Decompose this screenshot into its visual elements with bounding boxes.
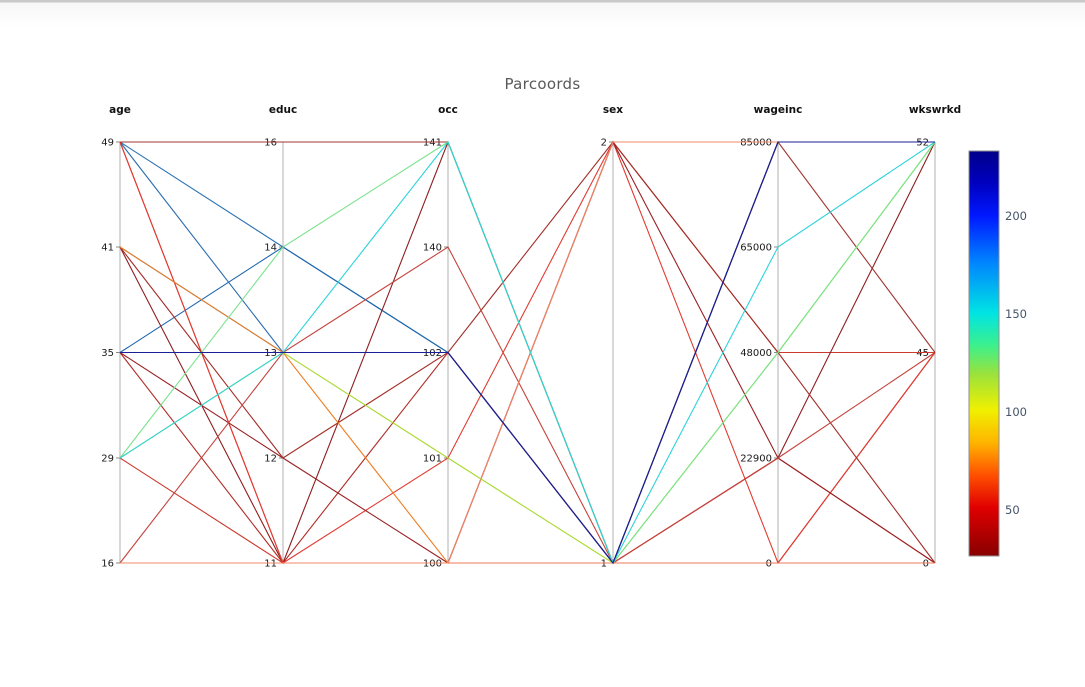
tick-label-educ-14: 14	[264, 243, 277, 254]
tick-label-sex-2: 2	[601, 138, 607, 149]
data-line-11	[119, 246, 936, 564]
axis-label-educ[interactable]: educ	[269, 104, 297, 116]
tick-label-sex-1: 1	[601, 559, 607, 570]
tick-label-occ-140: 140	[423, 243, 442, 254]
tick-label-educ-11: 11	[264, 559, 277, 570]
tick-label-wageinc-48000: 48000	[740, 348, 772, 359]
colorbar-tick-100: 100	[1005, 405, 1027, 419]
tick-label-wageinc-65000: 65000	[740, 243, 772, 254]
axis-label-occ[interactable]: occ	[438, 104, 458, 116]
tick-label-educ-12: 12	[264, 454, 277, 465]
axis-label-sex[interactable]: sex	[603, 104, 623, 116]
tick-label-occ-101: 101	[423, 454, 442, 465]
tick-label-age-49: 49	[101, 138, 114, 149]
tick-label-age-41: 41	[101, 243, 114, 254]
tick-label-educ-16: 16	[264, 138, 277, 149]
tick-label-wkswrkd-45: 45	[916, 348, 929, 359]
chart-title: Parcoords	[504, 75, 581, 93]
tick-label-wageinc-0: 0	[766, 559, 772, 570]
tick-label-age-35: 35	[101, 348, 114, 359]
colorbar-tick-200: 200	[1005, 209, 1027, 223]
colorbar-tick-50: 50	[1005, 503, 1020, 517]
tick-label-age-29: 29	[101, 454, 114, 465]
data-line-18	[119, 140, 936, 565]
colorbar-tick-150: 150	[1005, 307, 1027, 321]
colorbar	[968, 150, 1000, 557]
tick-label-occ-100: 100	[423, 559, 442, 570]
tick-label-occ-102: 102	[423, 348, 442, 359]
window-top-border	[0, 0, 1085, 30]
tick-label-occ-141: 141	[423, 138, 442, 149]
data-line-8	[119, 140, 936, 565]
tick-label-wageinc-85000: 85000	[740, 138, 772, 149]
tick-label-educ-13: 13	[264, 348, 277, 359]
axis-label-age[interactable]: age	[109, 104, 131, 116]
axis-label-wageinc[interactable]: wageinc	[754, 104, 803, 116]
tick-label-age-16: 16	[101, 559, 114, 570]
data-line-10	[119, 141, 936, 564]
tick-label-wkswrkd-52: 52	[916, 138, 929, 149]
data-line-19	[120, 141, 935, 565]
tick-label-wageinc-22900: 22900	[740, 454, 772, 465]
axis-label-wkswrkd[interactable]: wkswrkd	[909, 104, 961, 116]
tick-label-wkswrkd-0: 0	[923, 559, 929, 570]
